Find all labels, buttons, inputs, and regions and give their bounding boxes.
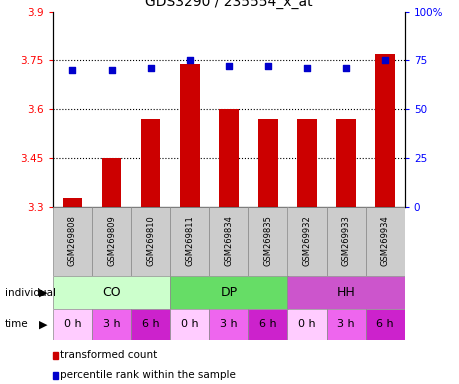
Bar xyxy=(92,207,131,276)
Bar xyxy=(209,309,248,340)
Text: 0 h: 0 h xyxy=(63,319,81,329)
Point xyxy=(303,65,310,71)
Point xyxy=(69,67,76,73)
Text: time: time xyxy=(5,319,28,329)
Text: transformed count: transformed count xyxy=(59,350,157,360)
Text: individual: individual xyxy=(5,288,56,298)
Bar xyxy=(209,207,248,276)
Text: GSM269808: GSM269808 xyxy=(68,215,77,266)
Bar xyxy=(375,54,394,207)
Bar xyxy=(53,352,58,359)
Bar xyxy=(62,197,82,207)
Bar xyxy=(287,207,326,276)
Bar xyxy=(170,276,287,309)
Point xyxy=(381,57,388,63)
Point xyxy=(264,63,271,70)
Bar xyxy=(179,64,199,207)
Bar xyxy=(53,309,92,340)
Text: DP: DP xyxy=(220,286,237,299)
Point xyxy=(147,65,154,71)
Text: GSM269933: GSM269933 xyxy=(341,215,350,266)
Text: GSM269932: GSM269932 xyxy=(302,215,311,266)
Bar xyxy=(140,119,160,207)
Text: CO: CO xyxy=(102,286,121,299)
Point xyxy=(341,65,349,71)
Text: GSM269934: GSM269934 xyxy=(380,215,389,266)
Bar xyxy=(218,109,238,207)
Bar xyxy=(170,309,209,340)
Bar xyxy=(326,309,365,340)
Bar xyxy=(248,207,287,276)
Text: GSM269809: GSM269809 xyxy=(107,215,116,266)
Text: 6 h: 6 h xyxy=(141,319,159,329)
Text: percentile rank within the sample: percentile rank within the sample xyxy=(59,370,235,380)
Point xyxy=(186,57,193,63)
Text: 6 h: 6 h xyxy=(258,319,276,329)
Bar xyxy=(53,372,58,379)
Bar xyxy=(53,207,92,276)
Text: HH: HH xyxy=(336,286,355,299)
Text: GSM269811: GSM269811 xyxy=(185,215,194,266)
Text: 3 h: 3 h xyxy=(219,319,237,329)
Bar xyxy=(365,207,404,276)
Text: GSM269835: GSM269835 xyxy=(263,215,272,266)
Bar xyxy=(131,309,170,340)
Bar xyxy=(131,207,170,276)
Text: ▶: ▶ xyxy=(39,288,47,298)
Bar xyxy=(170,207,209,276)
Title: GDS3290 / 235554_x_at: GDS3290 / 235554_x_at xyxy=(145,0,312,9)
Bar xyxy=(365,309,404,340)
Point xyxy=(108,67,115,73)
Bar xyxy=(326,207,365,276)
Bar xyxy=(92,309,131,340)
Bar xyxy=(287,309,326,340)
Bar xyxy=(248,309,287,340)
Text: GSM269810: GSM269810 xyxy=(146,215,155,266)
Text: 0 h: 0 h xyxy=(297,319,315,329)
Text: GSM269834: GSM269834 xyxy=(224,215,233,266)
Text: 0 h: 0 h xyxy=(180,319,198,329)
Bar xyxy=(101,158,121,207)
Text: 3 h: 3 h xyxy=(336,319,354,329)
Bar xyxy=(287,276,404,309)
Bar xyxy=(53,276,170,309)
Bar xyxy=(257,119,277,207)
Text: 6 h: 6 h xyxy=(375,319,393,329)
Text: 3 h: 3 h xyxy=(102,319,120,329)
Text: ▶: ▶ xyxy=(39,319,47,329)
Point xyxy=(225,63,232,70)
Bar xyxy=(336,119,355,207)
Bar xyxy=(297,119,316,207)
